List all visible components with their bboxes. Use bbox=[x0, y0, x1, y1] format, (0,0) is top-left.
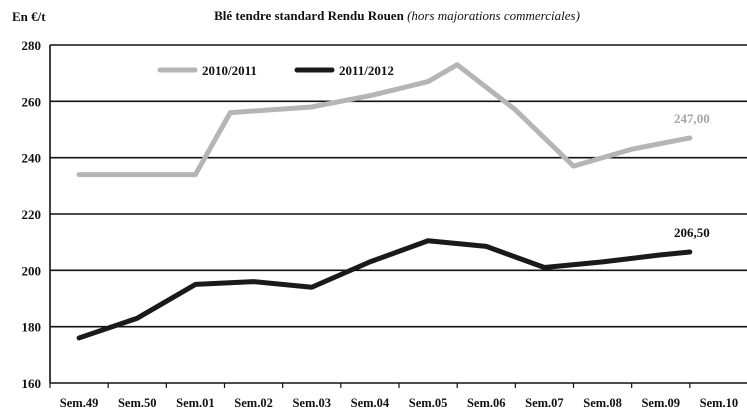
x-tick-label: Sem.50 bbox=[118, 396, 157, 410]
legend-entry: 2011/2012 bbox=[339, 63, 394, 78]
x-tick-label: Sem.05 bbox=[409, 396, 448, 410]
x-tick-label: Sem.49 bbox=[60, 396, 99, 410]
y-tick-label: 200 bbox=[22, 263, 42, 278]
y-axis-ticks: 160 180 200 220 240 260 280 bbox=[22, 38, 42, 391]
x-tick-label: Sem.06 bbox=[467, 396, 506, 410]
chart-title: Blé tendre standard Rendu Rouen (hors ma… bbox=[214, 8, 580, 23]
x-tick-label: Sem.02 bbox=[234, 396, 273, 410]
y-axis-label: En €/t bbox=[12, 9, 46, 24]
x-axis-ticks: Sem.49 Sem.50 Sem.01 Sem.02 Sem.03 Sem.04 Sem.… bbox=[49, 383, 739, 410]
y-tick-label: 220 bbox=[22, 207, 42, 222]
y-tick-label: 180 bbox=[22, 320, 42, 335]
series-line-2 bbox=[76, 238, 693, 341]
legend: 2010/2011 2011/2012 bbox=[157, 63, 394, 78]
y-tick-label: 240 bbox=[22, 151, 42, 166]
y-tick-label: 260 bbox=[22, 94, 42, 109]
series-lines bbox=[76, 62, 693, 341]
data-label: 247,00 bbox=[674, 111, 710, 126]
y-tick-label: 160 bbox=[22, 376, 42, 391]
y-tick-label: 280 bbox=[22, 38, 42, 53]
data-label: 206,50 bbox=[674, 225, 710, 240]
x-tick-label: Sem.03 bbox=[292, 396, 331, 410]
x-tick-label: Sem.01 bbox=[176, 396, 215, 410]
legend-entry: 2010/2011 bbox=[202, 63, 257, 78]
gridlines bbox=[49, 44, 747, 384]
x-tick-label: Sem.04 bbox=[351, 396, 390, 410]
x-tick-label: Sem.10 bbox=[700, 396, 739, 410]
series-line-1 bbox=[76, 62, 693, 178]
x-tick-label: Sem.08 bbox=[583, 396, 622, 410]
x-tick-label: Sem.09 bbox=[641, 396, 680, 410]
x-tick-label: Sem.07 bbox=[525, 396, 564, 410]
data-labels: 247,00 206,50 bbox=[674, 111, 710, 240]
